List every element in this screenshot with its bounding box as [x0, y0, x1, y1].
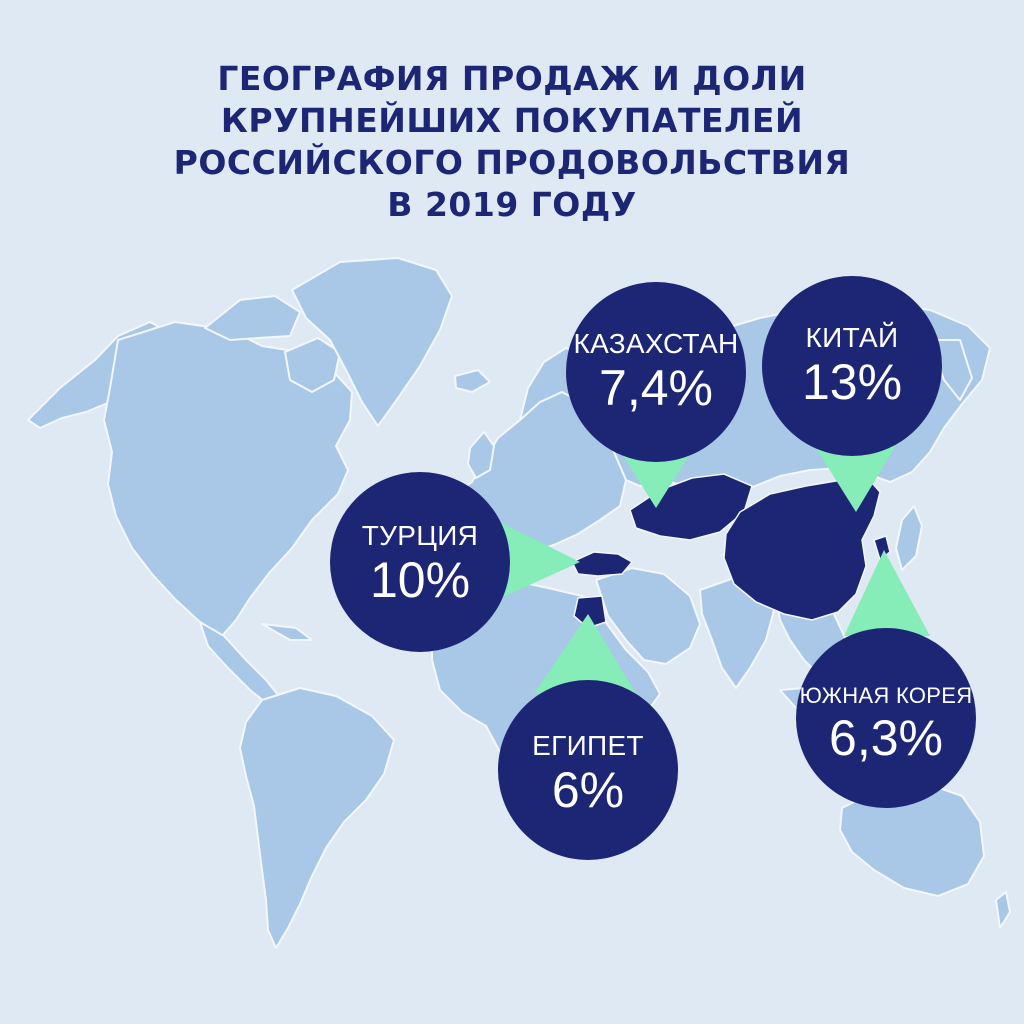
bubble-turkey [330, 472, 510, 652]
share-value: 7,4% [599, 360, 713, 416]
bubble-south-korea [796, 628, 976, 808]
pointers [488, 438, 930, 694]
share-value: 6% [551, 762, 625, 818]
country-name: КИТАЙ [805, 322, 899, 353]
label-egypt: ЕГИПЕТ 6% [488, 730, 688, 818]
title-line-3: РОССИЙСКОГО ПРОДОВОЛЬСТВИЯ [173, 143, 851, 182]
land-caribbean [261, 623, 313, 641]
country-name: ТУРЦИЯ [361, 520, 479, 551]
label-south-korea: ЮЖНАЯ КОРЕЯ 6,3% [786, 682, 986, 766]
land-baffin [284, 337, 341, 393]
title-line-2: КРУПНЕЙШИХ ПОКУПАТЕЛЕЙ [220, 101, 804, 140]
pointer-egypt [534, 614, 636, 694]
bubble-china [762, 276, 942, 456]
land-greenland [291, 257, 453, 427]
country-egypt [573, 595, 607, 629]
land-south-america [239, 687, 395, 949]
bubble-egypt [498, 680, 678, 860]
land-new-zealand [995, 891, 1011, 929]
share-value: 10% [369, 552, 471, 608]
title-line-1: ГЕОГРАФИЯ ПРОДАЖ И ДОЛИ [217, 59, 807, 98]
country-name: ЕГИПЕТ [532, 730, 644, 761]
land-japan [895, 505, 923, 571]
country-name: КАЗАХСТАН [573, 328, 739, 359]
pointer-south-korea [844, 550, 930, 636]
land-central-america [199, 621, 283, 707]
page-title: ГЕОГРАФИЯ ПРОДАЖ И ДОЛИ КРУПНЕЙШИХ ПОКУП… [0, 58, 1024, 226]
label-turkey: ТУРЦИЯ 10% [320, 520, 520, 608]
share-value: 13% [801, 354, 903, 410]
country-name: ЮЖНАЯ КОРЕЯ [799, 683, 973, 708]
pointer-turkey [488, 516, 580, 604]
land-arctic-islands [204, 295, 301, 341]
title-line-4: В 2019 ГОДУ [387, 185, 637, 224]
share-value: 6,3% [829, 710, 943, 766]
pointer-china [812, 442, 898, 512]
label-kazakhstan: КАЗАХСТАН 7,4% [556, 328, 756, 416]
country-turkey [571, 551, 633, 577]
label-china: КИТАЙ 13% [752, 322, 952, 410]
country-china [723, 475, 881, 621]
land-britain [467, 431, 495, 479]
bubbles [330, 276, 976, 860]
land-middle-east [595, 567, 701, 665]
bubble-kazakhstan [566, 282, 746, 462]
land-iceland [454, 369, 491, 393]
